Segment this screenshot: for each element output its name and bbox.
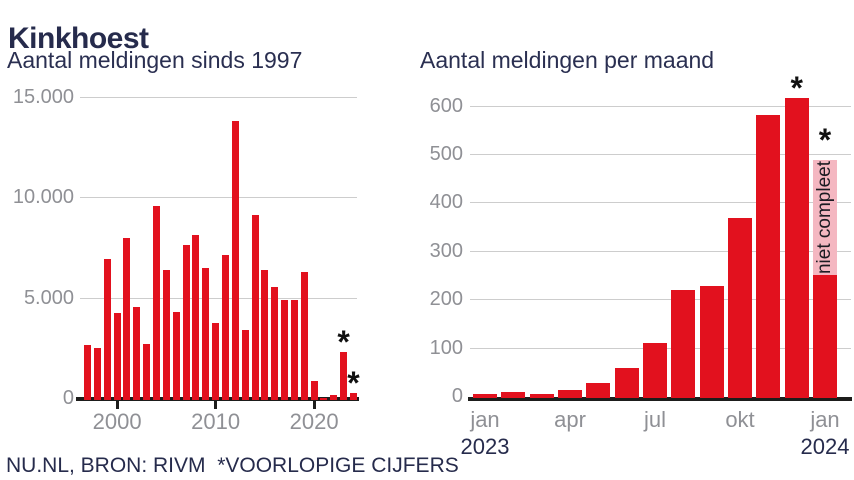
y-axis-label-5000: 5.000 — [23, 286, 74, 309]
x-axis-label-apr-2023: apr — [554, 407, 586, 432]
x-axis-line — [468, 397, 852, 401]
bar-2012 — [231, 121, 239, 400]
x-axis-label-okt-2023: okt — [725, 407, 755, 432]
bar-okt-2023 — [728, 218, 752, 398]
bar-2009 — [202, 267, 210, 400]
bar-mei-2023 — [586, 383, 611, 398]
bar-aug-2023 — [671, 289, 696, 398]
gridline-600 — [470, 105, 851, 107]
gridline-5000 — [80, 297, 357, 299]
x-axis-label-2020: 2020 — [289, 409, 339, 434]
bar-2019 — [300, 271, 308, 400]
bar-dec-2023 — [784, 98, 809, 398]
x-tick-2000 — [115, 401, 119, 409]
gridline-15000 — [80, 97, 357, 98]
preliminary-asterisk-2023: * — [337, 323, 350, 360]
bar-sep-2023 — [699, 285, 724, 398]
y-axis-label-15000: 15.000 — [12, 86, 74, 108]
bar-jun-2023 — [614, 367, 639, 398]
bar-1997 — [84, 344, 91, 400]
bar-2022 — [330, 395, 338, 400]
x-axis-label-jan-2023: jan — [470, 407, 500, 432]
x-axis-label-jul-2023: jul — [643, 407, 666, 432]
incomplete-label: niet compleet — [814, 161, 835, 275]
bar-apr-2023 — [558, 390, 582, 398]
gridline-300 — [470, 250, 851, 252]
y-axis-label-400: 400 — [429, 191, 463, 214]
preliminary-asterisk-2024: * — [347, 365, 360, 401]
y-axis-label-600: 600 — [429, 94, 463, 117]
x-tick-2010 — [214, 401, 218, 409]
preliminary-asterisk-dec-2023: * — [790, 70, 803, 107]
bar-nov-2023 — [756, 115, 781, 398]
y-axis-label-10000: 10.000 — [12, 186, 74, 209]
bar-2008 — [192, 234, 200, 400]
bar-2024 — [350, 393, 357, 400]
x-tick-2020 — [312, 401, 316, 409]
bar-feb-2023 — [501, 391, 526, 398]
bar-2011 — [221, 254, 229, 400]
bar-2023 — [340, 351, 348, 400]
x-axis-label-2000: 2000 — [92, 409, 142, 434]
bar-2005 — [162, 269, 170, 400]
bar-jan-2023 — [473, 393, 497, 398]
bar-2003 — [143, 343, 151, 400]
gridline-500 — [470, 154, 851, 155]
y-axis-label-500: 500 — [429, 143, 463, 165]
gridline-400 — [470, 202, 851, 204]
x-axis-label-jan-2024: jan — [810, 407, 840, 432]
bar-1998 — [93, 347, 101, 400]
x-axis-year-label-2024: 2024 — [800, 434, 850, 459]
gridline-200 — [470, 299, 851, 301]
monthly-chart-title: Aantal meldingen per maand — [420, 47, 715, 73]
bar-mrt-2023 — [529, 394, 554, 398]
x-axis-label-2010: 2010 — [191, 409, 241, 434]
bar-1999 — [103, 258, 111, 400]
bar-2006 — [172, 311, 180, 400]
y-axis-label-0: 0 — [62, 387, 74, 409]
bar-2004 — [153, 206, 160, 400]
yearly-chart-title: Aantal meldingen sinds 1997 — [7, 47, 303, 73]
source-note: NU.NL, BRON: RIVM *VOORLOPIGE CIJFERS — [6, 454, 459, 477]
bar-2007 — [182, 244, 190, 400]
bar-2021 — [320, 397, 328, 400]
bar-2016 — [271, 286, 279, 400]
bar-2020 — [310, 380, 318, 400]
y-axis-label-100: 100 — [429, 336, 463, 359]
preliminary-asterisk-jan-2024: * — [818, 122, 832, 159]
y-axis-label-200: 200 — [429, 288, 463, 311]
y-axis-label-0: 0 — [451, 385, 463, 407]
bar-2001 — [123, 237, 131, 400]
bar-2010 — [212, 322, 220, 401]
bar-2015 — [261, 269, 269, 400]
gridline-10000 — [80, 197, 357, 199]
y-axis-label-300: 300 — [429, 239, 463, 262]
bar-2002 — [133, 306, 141, 400]
bar-jan-2024 — [813, 275, 837, 398]
bar-2014 — [251, 215, 259, 400]
bar-2018 — [290, 299, 298, 400]
bar-2013 — [241, 329, 249, 400]
incomplete-segment-jan-2024: niet compleet — [813, 160, 837, 275]
bar-2017 — [281, 299, 288, 400]
bar-jul-2023 — [643, 342, 667, 398]
bar-2000 — [113, 312, 121, 400]
x-axis-year-label-2023: 2023 — [460, 434, 510, 459]
page-title: Kinkhoest — [8, 22, 149, 56]
